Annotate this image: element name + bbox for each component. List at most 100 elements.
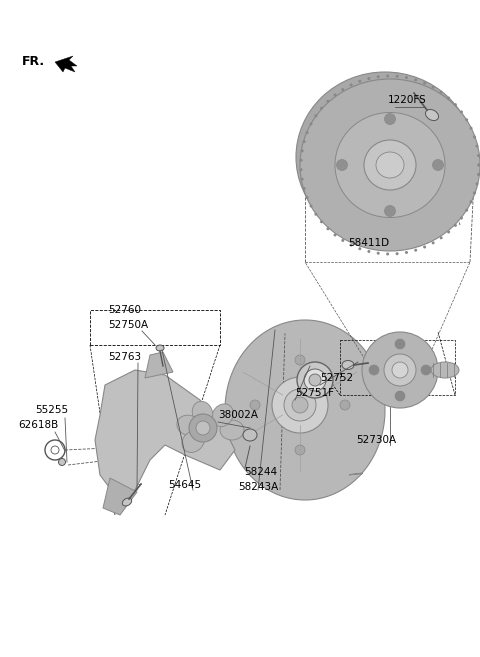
Circle shape bbox=[405, 251, 408, 254]
Text: 55255: 55255 bbox=[35, 405, 68, 415]
Circle shape bbox=[476, 182, 479, 185]
Circle shape bbox=[414, 78, 417, 81]
Ellipse shape bbox=[212, 404, 233, 426]
Text: 52752: 52752 bbox=[320, 373, 353, 383]
Circle shape bbox=[284, 389, 316, 421]
Ellipse shape bbox=[335, 112, 445, 217]
Circle shape bbox=[414, 249, 417, 252]
Circle shape bbox=[300, 168, 302, 171]
Circle shape bbox=[314, 114, 317, 118]
Circle shape bbox=[295, 355, 305, 365]
Circle shape bbox=[341, 239, 344, 242]
Circle shape bbox=[392, 362, 408, 378]
Ellipse shape bbox=[59, 459, 65, 466]
Text: 38002A: 38002A bbox=[218, 410, 258, 420]
Circle shape bbox=[432, 160, 444, 171]
Circle shape bbox=[297, 362, 333, 398]
Ellipse shape bbox=[220, 420, 244, 440]
Circle shape bbox=[477, 173, 480, 176]
Circle shape bbox=[309, 374, 321, 386]
Circle shape bbox=[423, 81, 426, 85]
Circle shape bbox=[386, 74, 389, 78]
Circle shape bbox=[447, 97, 450, 99]
Circle shape bbox=[326, 100, 329, 102]
Circle shape bbox=[310, 122, 312, 125]
Circle shape bbox=[334, 233, 336, 237]
Circle shape bbox=[306, 196, 309, 199]
Text: 58243A: 58243A bbox=[238, 482, 278, 492]
Circle shape bbox=[469, 200, 472, 203]
Circle shape bbox=[377, 252, 380, 255]
Circle shape bbox=[362, 332, 438, 408]
Polygon shape bbox=[103, 478, 137, 515]
Polygon shape bbox=[225, 320, 385, 500]
Ellipse shape bbox=[192, 401, 213, 425]
Circle shape bbox=[454, 224, 457, 227]
Text: 52763: 52763 bbox=[108, 352, 141, 362]
Polygon shape bbox=[55, 56, 77, 72]
Text: 52751F: 52751F bbox=[295, 388, 334, 398]
Ellipse shape bbox=[425, 110, 439, 121]
Circle shape bbox=[395, 339, 405, 349]
Circle shape bbox=[478, 164, 480, 166]
Circle shape bbox=[306, 131, 309, 134]
Text: 52750A: 52750A bbox=[108, 320, 148, 330]
Circle shape bbox=[421, 365, 431, 375]
Circle shape bbox=[469, 127, 472, 129]
Circle shape bbox=[440, 237, 443, 239]
Circle shape bbox=[432, 85, 434, 89]
Circle shape bbox=[349, 83, 353, 87]
Circle shape bbox=[358, 79, 361, 83]
Text: FR.: FR. bbox=[22, 55, 45, 68]
Circle shape bbox=[320, 220, 323, 223]
Ellipse shape bbox=[296, 72, 474, 242]
Circle shape bbox=[454, 103, 457, 106]
Ellipse shape bbox=[122, 498, 132, 506]
Circle shape bbox=[473, 135, 476, 139]
Ellipse shape bbox=[156, 345, 164, 351]
Circle shape bbox=[369, 365, 379, 375]
Circle shape bbox=[478, 164, 480, 166]
Circle shape bbox=[340, 400, 350, 410]
Polygon shape bbox=[145, 352, 173, 378]
Circle shape bbox=[314, 213, 317, 215]
Circle shape bbox=[300, 177, 304, 181]
Circle shape bbox=[476, 145, 479, 148]
Circle shape bbox=[292, 397, 308, 413]
Circle shape bbox=[272, 377, 328, 433]
Circle shape bbox=[295, 445, 305, 455]
Circle shape bbox=[196, 421, 210, 435]
Circle shape bbox=[423, 246, 426, 248]
Circle shape bbox=[460, 217, 463, 219]
Polygon shape bbox=[95, 370, 235, 495]
Circle shape bbox=[367, 250, 371, 253]
Text: 1220FS: 1220FS bbox=[388, 95, 427, 105]
Circle shape bbox=[341, 88, 344, 91]
Circle shape bbox=[384, 114, 396, 124]
Circle shape bbox=[386, 252, 389, 256]
Circle shape bbox=[447, 231, 450, 233]
Text: 54645: 54645 bbox=[168, 480, 201, 490]
Ellipse shape bbox=[342, 361, 354, 369]
Text: 58244: 58244 bbox=[244, 467, 277, 477]
Circle shape bbox=[396, 75, 398, 78]
Circle shape bbox=[384, 354, 416, 386]
Circle shape bbox=[465, 118, 468, 122]
Ellipse shape bbox=[376, 152, 404, 178]
Circle shape bbox=[384, 206, 396, 217]
Text: 62618B: 62618B bbox=[18, 420, 58, 430]
Circle shape bbox=[367, 77, 371, 80]
Text: 58411D: 58411D bbox=[348, 238, 389, 248]
Circle shape bbox=[358, 247, 361, 250]
Circle shape bbox=[377, 76, 380, 78]
Circle shape bbox=[395, 391, 405, 401]
Circle shape bbox=[473, 191, 476, 194]
Ellipse shape bbox=[182, 431, 204, 453]
Circle shape bbox=[432, 241, 434, 244]
Circle shape bbox=[300, 159, 302, 162]
Circle shape bbox=[300, 149, 304, 152]
Circle shape bbox=[440, 91, 443, 94]
Circle shape bbox=[349, 244, 353, 246]
Ellipse shape bbox=[431, 362, 459, 378]
Circle shape bbox=[334, 93, 336, 97]
